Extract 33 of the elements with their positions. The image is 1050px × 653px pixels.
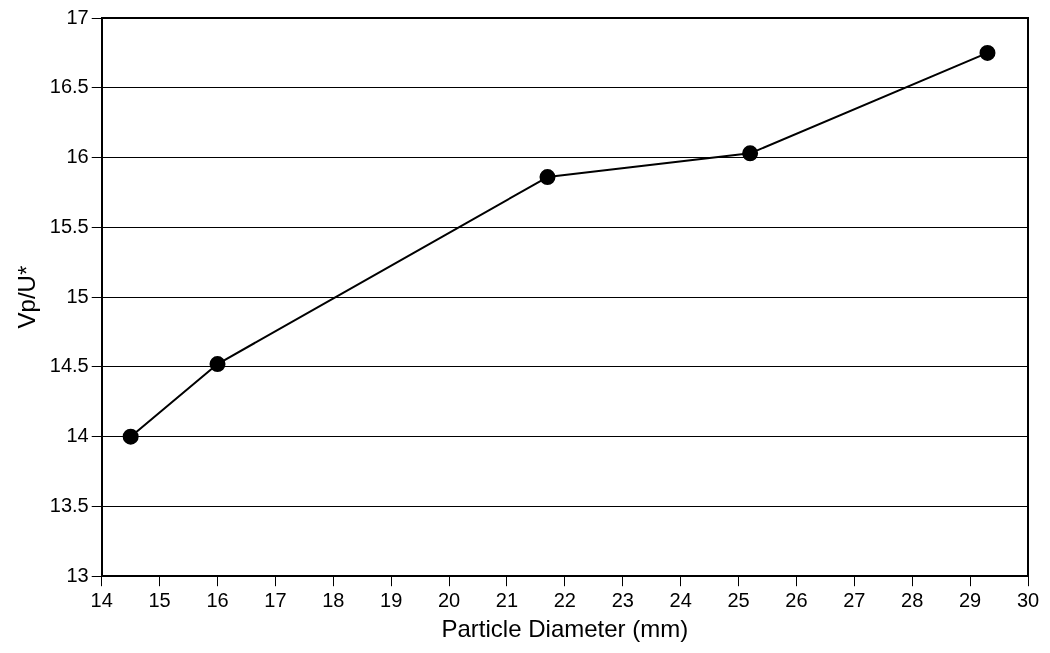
y-tick-label: 13.5 xyxy=(49,493,89,516)
x-tick-label: 29 xyxy=(958,588,982,611)
x-tick-label: 15 xyxy=(148,588,171,611)
point xyxy=(742,145,759,162)
x-tick-label: 27 xyxy=(843,588,866,611)
y-tick-label: 15 xyxy=(66,284,89,307)
y-tick-label: 15.5 xyxy=(49,214,89,237)
x-tick-label: 26 xyxy=(785,588,808,611)
x-tick-label: 17 xyxy=(264,588,287,611)
point xyxy=(539,169,556,186)
x-tick-label: 14 xyxy=(90,588,113,611)
point xyxy=(122,428,139,445)
y-tick-label: 17 xyxy=(66,5,89,28)
point xyxy=(209,356,226,373)
y-tick-label: 16.5 xyxy=(49,75,89,98)
x-tick-label: 20 xyxy=(437,588,461,611)
x-tick-label: 19 xyxy=(380,588,403,611)
x-tick-label: 30 xyxy=(1016,588,1040,611)
x-tick-label: 18 xyxy=(322,588,345,611)
x-axis-title: Particle Diameter (mm) xyxy=(441,615,689,643)
x-tick-label: 24 xyxy=(669,588,692,611)
x-tick-label: 23 xyxy=(611,588,634,611)
y-tick-label: 16 xyxy=(66,145,89,168)
y-axis-title: Vp/U* xyxy=(13,265,41,329)
point xyxy=(979,44,996,61)
y-tick-label: 13 xyxy=(66,563,89,586)
x-tick-label: 16 xyxy=(206,588,229,611)
y-tick-label: 14 xyxy=(66,424,89,447)
x-tick-label: 28 xyxy=(901,588,924,611)
x-tick-label: 25 xyxy=(727,588,750,611)
y-tick-label: 14.5 xyxy=(49,354,89,377)
x-tick-label: 22 xyxy=(553,588,576,611)
x-tick-label: 21 xyxy=(495,588,519,611)
